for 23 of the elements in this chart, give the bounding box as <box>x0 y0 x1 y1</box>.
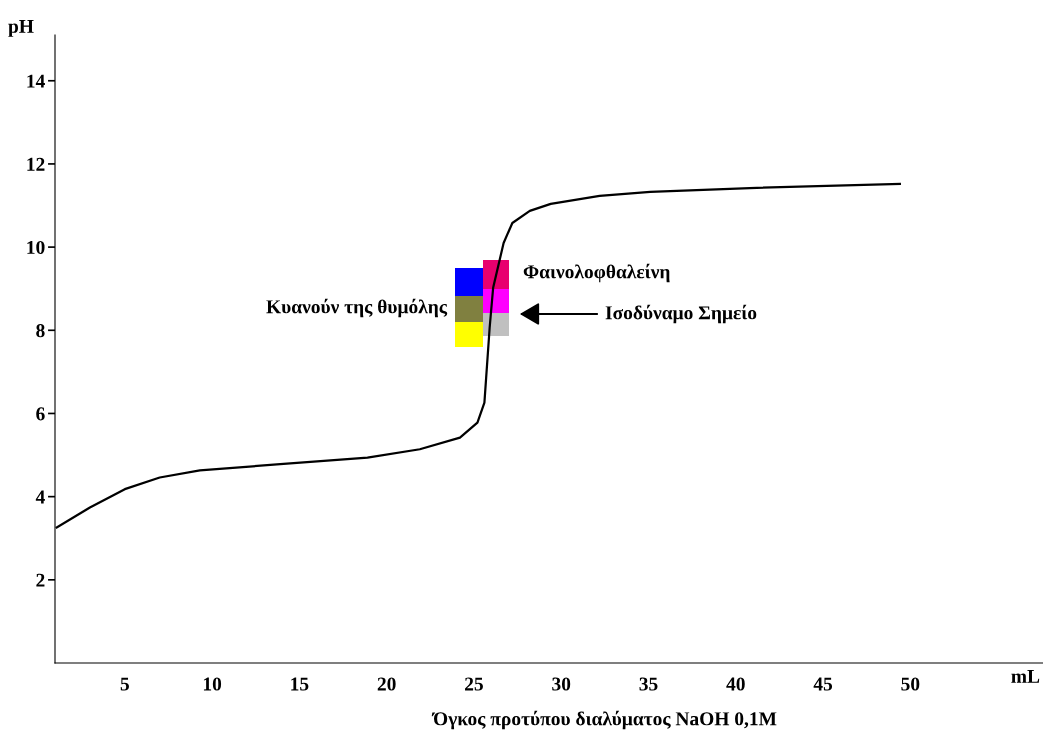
x-tick-label: 35 <box>639 677 658 691</box>
annotation: Κυανούν της θυμόλης <box>266 298 448 318</box>
x-axis-title: Όγκος προτύπου διαλύματος NaOH 0,1M <box>431 710 777 730</box>
x-tick-label: 40 <box>726 677 745 691</box>
y-axis-title: pH <box>8 19 34 37</box>
y-tick-label: 14 <box>27 74 45 88</box>
x-tick-label: 20 <box>377 677 396 691</box>
y-tick-label: 10 <box>27 240 45 255</box>
y-tick-label: 6 <box>36 407 45 421</box>
x-tick-label: 50 <box>901 677 920 691</box>
annotation: Φαινολοφθαλείνη <box>523 263 670 283</box>
y-tick-label: 4 <box>35 490 45 504</box>
text: mL <box>1011 669 1040 683</box>
y-tick-label: 2 <box>36 573 45 587</box>
x-tick-label: 5 <box>120 677 129 691</box>
x-tick-label: 10 <box>203 677 222 691</box>
y-tick-label: 8 <box>36 324 45 338</box>
x-tick-label: 30 <box>552 677 571 691</box>
x-tick-label: 15 <box>291 677 309 691</box>
x-tick-label: 45 <box>813 677 833 691</box>
annotation: Ισοδύναμο Σημείο <box>605 304 757 324</box>
y-tick-label: 12 <box>27 157 45 171</box>
x-tick-label: 25 <box>465 677 483 691</box>
